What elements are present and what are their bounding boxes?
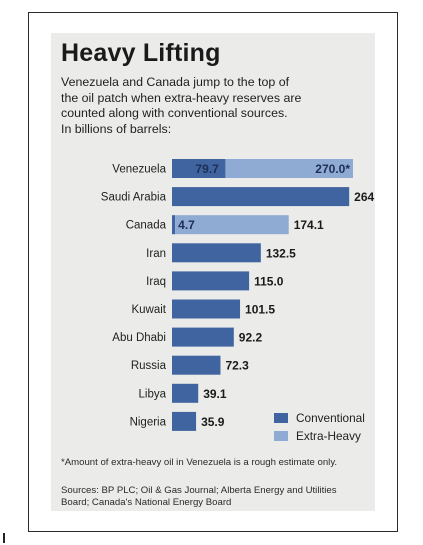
- legend-swatch-extra-heavy: [274, 431, 288, 441]
- footnote: *Amount of extra-heavy oil in Venezuela …: [61, 457, 338, 468]
- corner-mark: [3, 533, 5, 543]
- legend-swatch-conventional: [274, 413, 288, 423]
- bar-extra-heavy-canada: [175, 215, 289, 235]
- category-label-russia: Russia: [131, 360, 167, 372]
- value-label-conventional-venezuela: 79.7: [195, 162, 219, 176]
- legend-label-conventional: Conventional: [296, 411, 365, 425]
- category-label-abu-dhabi: Abu Dhabi: [112, 332, 166, 344]
- bar-conventional-iraq: [172, 271, 250, 291]
- legend-label-extra-heavy: Extra-Heavy: [296, 429, 361, 443]
- value-label-abu-dhabi: 92.2: [239, 331, 263, 345]
- chart-title: Heavy Lifting: [61, 39, 221, 67]
- bar-chart: Venezuela 79.7 270.0* Saudi Arabia 264.3 Cana…: [101, 159, 375, 431]
- category-label-kuwait: Kuwait: [131, 304, 166, 316]
- chart-frame: Heavy Lifting Venezuela and Canada jump …: [28, 12, 398, 532]
- category-label-iraq: Iraq: [146, 276, 166, 288]
- bar-conventional-saudi-arabia: [172, 187, 350, 207]
- category-label-iran: Iran: [146, 248, 166, 260]
- category-label-nigeria: Nigeria: [130, 416, 167, 428]
- category-label-saudi-arabia: Saudi Arabia: [101, 192, 167, 204]
- bar-conventional-venezuela: [172, 159, 226, 178]
- bar-conventional-russia: [172, 355, 221, 375]
- chart-legend: Conventional Extra-Heavy: [274, 409, 365, 445]
- legend-item-extra-heavy: Extra-Heavy: [274, 427, 365, 445]
- chart-subtitle: Venezuela and Canada jump to the top of …: [61, 75, 302, 136]
- value-label-kuwait: 101.5: [245, 303, 275, 317]
- bar-extra-heavy-venezuela: [225, 159, 353, 178]
- bar-conventional-iran: [172, 243, 261, 263]
- category-label-canada: Canada: [126, 220, 167, 232]
- value-label-total-canada: 174.1: [294, 218, 324, 232]
- chart-panel: Heavy Lifting Venezuela and Canada jump …: [51, 33, 375, 511]
- value-label-iraq: 115.0: [254, 274, 284, 288]
- category-label-libya: Libya: [139, 388, 167, 400]
- value-label-iran: 132.5: [266, 246, 296, 260]
- bar-conventional-kuwait: [172, 299, 241, 319]
- value-label-libya: 39.1: [203, 387, 227, 401]
- value-label-nigeria: 35.9: [201, 415, 225, 429]
- bar-conventional-libya: [172, 383, 199, 403]
- bar-conventional-canada: [172, 215, 176, 235]
- value-label-russia: 72.3: [225, 359, 249, 373]
- sources-note: Sources: BP PLC; Oil & Gas Journal; Albe…: [61, 485, 337, 508]
- legend-item-conventional: Conventional: [274, 409, 365, 427]
- value-label-total-venezuela: 270.0*: [315, 162, 350, 176]
- category-label-venezuela: Venezuela: [112, 164, 166, 176]
- bar-conventional-abu-dhabi: [172, 327, 234, 347]
- value-label-conventional-canada: 4.7: [178, 218, 195, 232]
- bar-conventional-nigeria: [172, 411, 197, 431]
- value-label-saudi-arabia: 264.3: [354, 190, 375, 204]
